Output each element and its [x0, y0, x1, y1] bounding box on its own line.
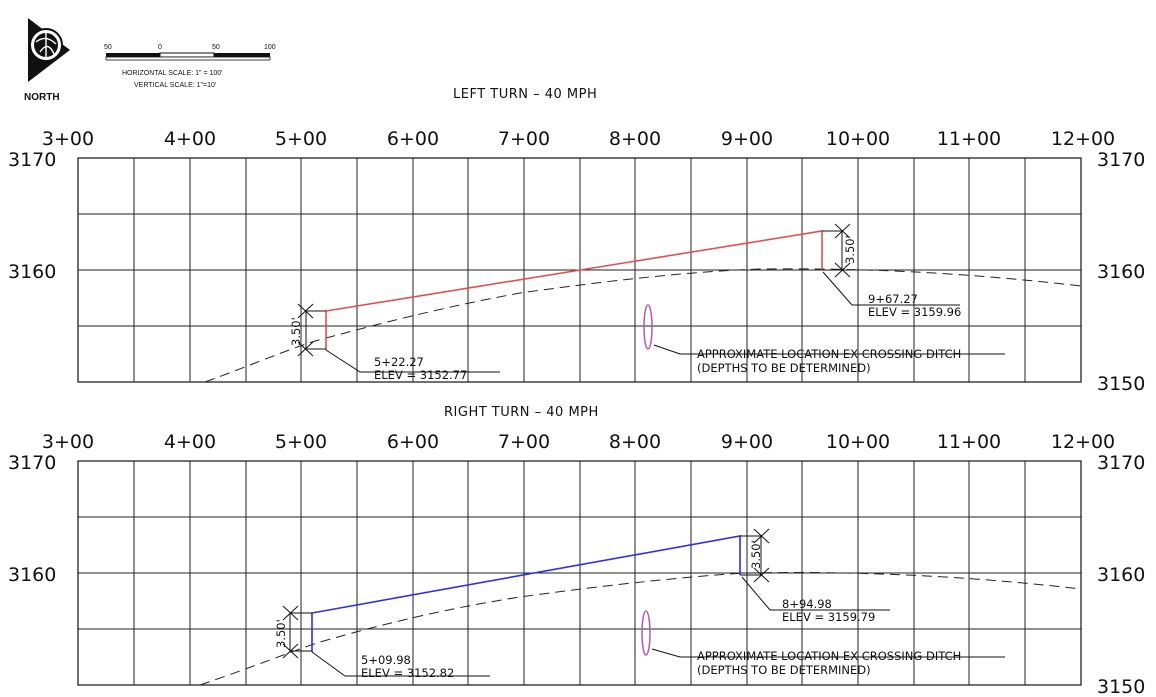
- station-label: 12+00: [1051, 431, 1115, 453]
- station-label: 11+00: [937, 431, 1001, 453]
- north-arrow-icon: [28, 18, 70, 82]
- scale-bar-segment: [159, 52, 215, 58]
- station-label: 4+00: [164, 431, 216, 453]
- station-label: 10+00: [826, 431, 890, 453]
- station-label: 8+00: [609, 431, 661, 453]
- elevation-label-left: 3160: [8, 564, 56, 586]
- station-label: 9+00: [721, 431, 773, 453]
- elevation-label-left: 3160: [8, 261, 56, 283]
- profile-frame: [77, 157, 1082, 383]
- left-turn-profile: LEFT TURN – 40 MPH 3+00 4+00 5+00 6+00 7…: [8, 87, 1145, 395]
- elevation-label-right: 3160: [1097, 564, 1145, 586]
- scale-bar-outline: [105, 56, 271, 61]
- station-label: 7+00: [498, 431, 550, 453]
- ditch-leader: [653, 344, 1005, 355]
- end-leader: [741, 576, 890, 611]
- start-station-label: 5+22.27: [374, 355, 424, 369]
- start-leader: [325, 349, 500, 373]
- profile-title: LEFT TURN – 40 MPH: [453, 87, 597, 102]
- existing-ground-line: [204, 268, 1082, 383]
- ditch-note: APPROXIMATE LOCATION EX CROSSING DITCH: [697, 347, 961, 361]
- station-labels: 3+00 4+00 5+00 6+00 7+00 8+00 9+00 10+00…: [42, 431, 1115, 453]
- end-elev-label: ELEV = 3159.96: [868, 305, 961, 319]
- start-elev-label: ELEV = 3152.77: [374, 368, 467, 382]
- scale-bar: 50 0 50 100 HORIZONTAL SCALE: 1" = 100' …: [104, 44, 276, 89]
- elevation-label-right: 3170: [1097, 452, 1145, 474]
- profile-frame: [77, 460, 1082, 686]
- offset-label: 3.50': [843, 235, 857, 264]
- station-labels: 3+00 4+00 5+00 6+00 7+00 8+00 9+00 10+00…: [42, 128, 1115, 150]
- profile-title: RIGHT TURN – 40 MPH: [444, 405, 599, 420]
- start-leader: [311, 651, 490, 677]
- station-label: 3+00: [42, 431, 94, 453]
- ditch-marker: [643, 304, 653, 350]
- station-label: 12+00: [1051, 128, 1115, 150]
- station-label: 5+00: [275, 128, 327, 150]
- scale-tick-label: 100: [264, 44, 276, 51]
- station-label: 4+00: [164, 128, 216, 150]
- end-leader: [822, 271, 960, 306]
- ditch-leader: [651, 648, 1005, 658]
- elevation-label-right: 3170: [1097, 149, 1145, 171]
- start-dimension: 3.50': [289, 303, 326, 357]
- end-dimension: 3.50': [822, 223, 857, 278]
- station-label: 6+00: [387, 431, 439, 453]
- vertical-scale-label: VERTICAL SCALE: 1"=10': [134, 82, 216, 89]
- station-label: 8+00: [609, 128, 661, 150]
- end-dimension: 3.50': [740, 528, 770, 583]
- horizontal-scale-label: HORIZONTAL SCALE: 1" = 100': [122, 70, 223, 77]
- proposed-grade-line: [311, 535, 741, 652]
- offset-label: 3.50': [274, 619, 288, 648]
- end-station-label: 8+94.98: [782, 597, 832, 611]
- proposed-grade-line: [325, 230, 823, 350]
- elevation-label-right: 3150: [1097, 676, 1145, 697]
- scale-bar-segment: [214, 53, 270, 57]
- start-dimension: 3.50': [274, 605, 312, 659]
- ditch-note: (DEPTHS TO BE DETERMINED): [697, 361, 871, 375]
- north-arrow: NORTH: [24, 18, 70, 103]
- start-station-label: 5+09.98: [361, 653, 411, 667]
- existing-ground-line: [199, 572, 1082, 686]
- ditch-note: (DEPTHS TO BE DETERMINED): [697, 663, 871, 677]
- station-label: 5+00: [275, 431, 327, 453]
- right-turn-profile: RIGHT TURN – 40 MPH 3+00 4+00 5+00 6+00 …: [8, 405, 1145, 697]
- scale-tick-label: 0: [158, 44, 162, 51]
- end-elev-label: ELEV = 3159.79: [782, 610, 875, 624]
- north-label: NORTH: [24, 92, 60, 103]
- elevation-label-left: 3170: [8, 452, 56, 474]
- offset-label: 3.50': [289, 317, 303, 346]
- station-label: 7+00: [498, 128, 550, 150]
- station-label: 9+00: [721, 128, 773, 150]
- station-label: 10+00: [826, 128, 890, 150]
- profile-grid: [78, 461, 1081, 685]
- profile-grid: [78, 158, 1081, 382]
- scale-bar-segment: [106, 53, 160, 57]
- start-elev-label: ELEV = 3152.82: [361, 666, 454, 680]
- elevation-label-right: 3160: [1097, 261, 1145, 283]
- elevation-label-right: 3150: [1097, 373, 1145, 395]
- offset-label: 3.50': [749, 540, 763, 569]
- station-label: 11+00: [937, 128, 1001, 150]
- ditch-marker: [641, 610, 651, 656]
- ditch-note: APPROXIMATE LOCATION EX CROSSING DITCH: [697, 649, 961, 663]
- scale-tick-label: 50: [212, 44, 220, 51]
- scale-tick-label: 50: [104, 44, 112, 51]
- end-station-label: 9+67.27: [868, 292, 918, 306]
- station-label: 3+00: [42, 128, 94, 150]
- elevation-label-left: 3170: [8, 149, 56, 171]
- station-label: 6+00: [387, 128, 439, 150]
